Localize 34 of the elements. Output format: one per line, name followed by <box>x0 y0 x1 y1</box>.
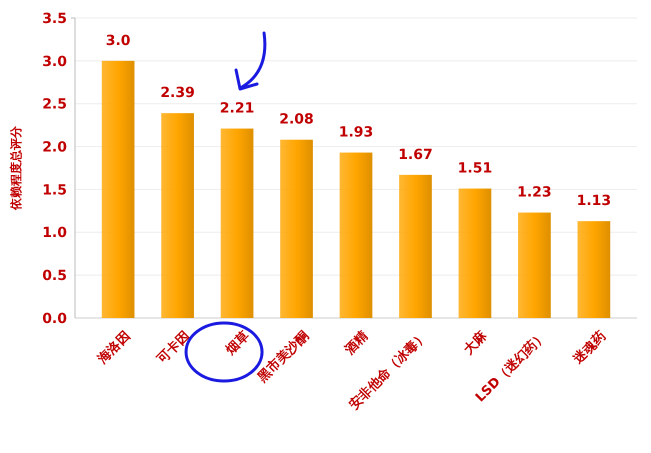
text: 0.0 <box>42 310 67 327</box>
y-axis-title: 依赖程度总评分 <box>9 125 23 211</box>
bar <box>399 174 432 318</box>
x-tick-label: 黑市美沙酮 <box>254 328 312 386</box>
data-label: 2.08 <box>279 112 314 128</box>
data-label: 1.13 <box>576 193 612 210</box>
x-tick-label: 酒精 <box>340 328 372 358</box>
bar <box>518 212 551 318</box>
text: 3.0 <box>42 54 67 70</box>
x-tick-label: 迷魂药 <box>570 328 610 368</box>
x-tick-label: 大麻 <box>460 327 491 358</box>
text: 3.5 <box>42 10 67 27</box>
data-label: 1.23 <box>517 184 552 201</box>
bar <box>340 152 372 318</box>
bar <box>161 113 194 318</box>
text: 1.0 <box>42 225 67 242</box>
bar <box>458 188 492 318</box>
bar <box>578 221 610 318</box>
data-label: 3.0 <box>106 32 131 49</box>
data-label: 2.39 <box>160 85 195 102</box>
text: 0.5 <box>42 268 67 284</box>
text: 2.5 <box>42 96 67 113</box>
bar <box>280 140 313 318</box>
data-label: 1.67 <box>398 146 433 163</box>
bar <box>102 60 134 318</box>
data-label: 2.21 <box>220 100 254 117</box>
x-tick-label: 海洛因 <box>94 328 134 368</box>
bar <box>220 128 254 318</box>
data-label: 1.51 <box>458 160 492 177</box>
text: 2.0 <box>42 139 67 156</box>
text: 1.5 <box>42 182 67 198</box>
x-tick-label: 可卡因 <box>154 328 193 368</box>
x-tick-label: 烟草 <box>222 328 252 358</box>
data-label: 1.93 <box>338 124 374 141</box>
